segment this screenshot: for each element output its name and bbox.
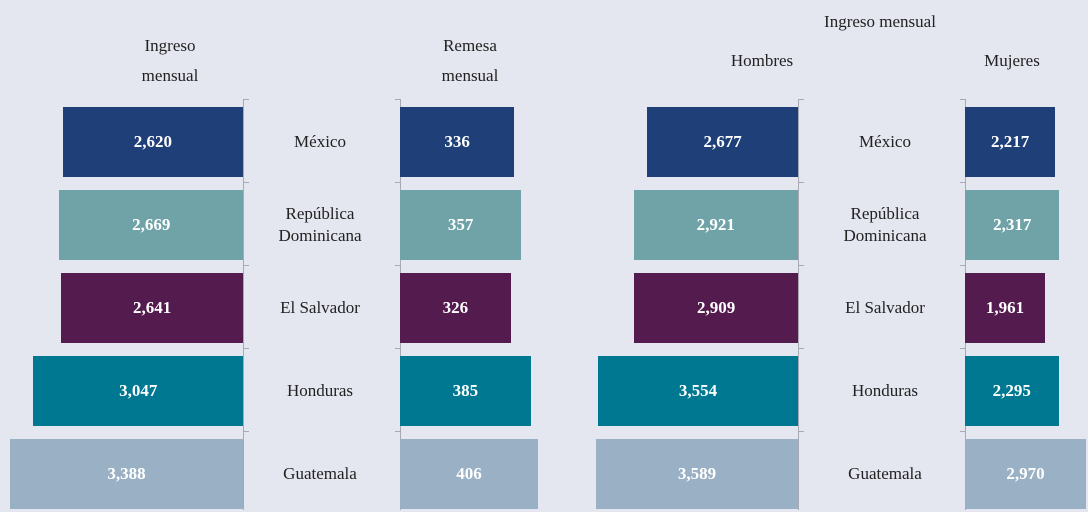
- axis-line: [243, 98, 244, 510]
- axis-tick: [798, 181, 804, 183]
- bar: 2,317: [965, 190, 1060, 260]
- axis-tick: [798, 430, 804, 432]
- value-label: 2,921: [696, 215, 735, 234]
- bar: 2,217: [965, 107, 1056, 177]
- bar: 3,047: [33, 356, 243, 426]
- value-label: 3,554: [678, 381, 718, 400]
- axis-line: [798, 98, 799, 510]
- value-label: 2,909: [697, 298, 736, 317]
- series-header: Hombres: [730, 51, 794, 70]
- axis-tick: [960, 347, 966, 349]
- category-label: República Dominicana: [843, 204, 927, 245]
- bar: 385: [400, 356, 531, 426]
- axis-tick: [960, 430, 966, 432]
- value-label: 326: [442, 298, 469, 317]
- value-label: 3,047: [119, 381, 158, 400]
- value-label: 3,589: [677, 464, 717, 483]
- axis-tick: [395, 181, 401, 183]
- category-label: El Salvador: [280, 298, 360, 317]
- axis-tick: [395, 347, 401, 349]
- axis-tick: [243, 430, 249, 432]
- bar: 357: [400, 190, 522, 260]
- value-label: 2,317: [993, 215, 1032, 234]
- axis-tick: [960, 98, 966, 100]
- value-label: 385: [452, 381, 479, 400]
- value-label: 2,641: [133, 298, 172, 317]
- bar: 2,295: [965, 356, 1059, 426]
- value-label: 2,970: [1006, 464, 1045, 483]
- axis-tick: [243, 264, 249, 266]
- bar: 326: [400, 273, 511, 343]
- chart-title: Ingreso mensual: [824, 12, 936, 31]
- category-label: República Dominicana: [278, 204, 362, 245]
- value-label: 3,388: [107, 464, 146, 483]
- bar: 2,921: [633, 190, 798, 260]
- bar: 406: [400, 439, 538, 509]
- value-label: 2,677: [703, 132, 742, 151]
- series-header: Ingreso mensual: [141, 36, 199, 85]
- axis-tick: [798, 347, 804, 349]
- axis-tick: [395, 264, 401, 266]
- value-label: 357: [447, 215, 474, 234]
- axis-tick: [798, 264, 804, 266]
- bar: 3,589: [596, 439, 798, 509]
- series-header: Remesa mensual: [441, 36, 499, 85]
- axis-tick: [798, 98, 804, 100]
- value-label: 406: [456, 464, 482, 483]
- value-label: 2,620: [133, 132, 173, 151]
- bar: 2,970: [965, 439, 1086, 509]
- axis-tick: [395, 98, 401, 100]
- value-label: 2,295: [992, 381, 1031, 400]
- value-label: 2,217: [991, 132, 1030, 151]
- series-header: Mujeres: [984, 51, 1040, 70]
- bar: 3,388: [10, 439, 243, 509]
- value-label: 336: [444, 132, 470, 151]
- value-label: 1,961: [985, 298, 1025, 317]
- category-label: Honduras: [286, 381, 354, 400]
- category-label: México: [859, 132, 911, 151]
- category-label: Honduras: [851, 381, 919, 400]
- bar: 2,620: [62, 107, 243, 177]
- category-label: El Salvador: [845, 298, 925, 317]
- bar: 3,554: [597, 356, 798, 426]
- axis-tick: [960, 264, 966, 266]
- bar: 2,677: [647, 107, 798, 177]
- bar: 2,909: [634, 273, 798, 343]
- bar: 336: [400, 107, 515, 177]
- axis-tick: [395, 430, 401, 432]
- axis-tick: [243, 347, 249, 349]
- bar: 1,961: [965, 273, 1045, 343]
- value-label: 2,669: [132, 215, 171, 234]
- category-label: Guatemala: [848, 464, 922, 483]
- bar: 2,669: [59, 190, 243, 260]
- axis-tick: [243, 98, 249, 100]
- axis-tick: [960, 181, 966, 183]
- bar: 2,641: [61, 273, 243, 343]
- axis-tick: [243, 181, 249, 183]
- category-label: México: [294, 132, 346, 151]
- category-label: Guatemala: [283, 464, 357, 483]
